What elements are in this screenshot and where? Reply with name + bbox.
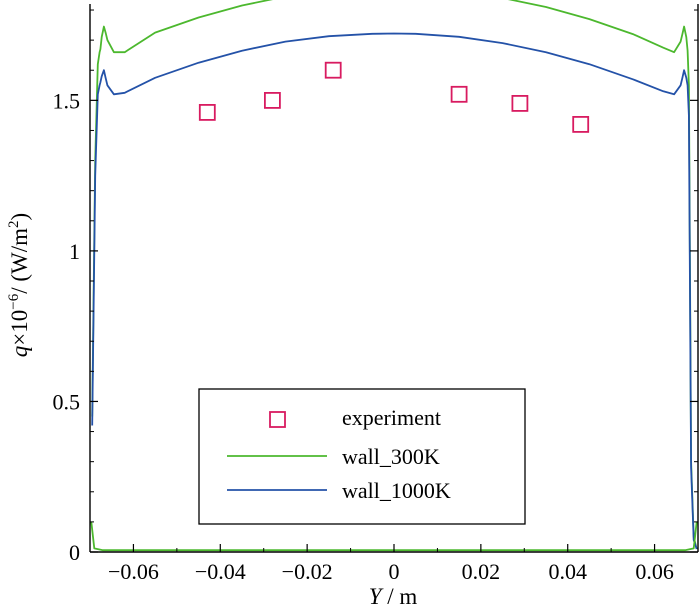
legend-square-marker: [269, 411, 286, 428]
x-axis-unit: / m: [382, 584, 418, 609]
x-tick-label: −0.06: [108, 559, 159, 584]
experiment-point: [198, 104, 216, 121]
y-tick-label: 1: [69, 239, 80, 264]
x-axis-label: Y / m: [369, 584, 418, 609]
series-line-wall-300k: [91, 0, 698, 550]
legend-item-experiment: experiment: [269, 405, 441, 430]
x-tick-label: −0.04: [195, 559, 246, 584]
y-axis-unit-exp: 2: [6, 220, 22, 228]
x-tick-label: 0: [389, 559, 400, 584]
legend-label-wall-300k: wall_300K: [342, 444, 440, 469]
experiment-point: [511, 95, 529, 112]
experiment-point: [324, 61, 342, 79]
y-axis-var: q: [7, 346, 32, 358]
x-tick-label: −0.02: [282, 559, 333, 584]
x-tick-label: 0.02: [462, 559, 501, 584]
legend: experiment wall_300K wall_1000K: [198, 388, 526, 525]
experiment-point: [572, 116, 590, 133]
legend-item-wall-1000k: wall_1000K: [227, 478, 451, 503]
y-axis-unit-open: / (W/m: [7, 228, 32, 294]
y-axis-unit-close: ): [7, 213, 32, 221]
x-tick-label: 0.04: [548, 559, 587, 584]
experiment-point: [450, 85, 468, 103]
y-tick-label: 0.5: [53, 390, 81, 415]
y-axis-label: q×10−6/ (W/m2): [6, 213, 32, 357]
legend-label-wall-1000k: wall_1000K: [342, 478, 451, 503]
y-axis-exp: −6: [6, 293, 22, 309]
axis-ticks: −0.06 −0.04 −0.02 0 0.02 0.04 0.06 0 0.5 1 1.5: [53, 9, 699, 584]
legend-item-wall-300k: wall_300K: [227, 444, 440, 469]
experiment-point: [263, 92, 281, 109]
series-line-wall-1000k: [91, 32, 698, 550]
y-tick-label: 1.5: [53, 88, 81, 113]
y-axis-mid: ×10: [7, 310, 32, 346]
x-axis-var: Y: [369, 584, 384, 609]
legend-label-experiment: experiment: [342, 405, 441, 430]
y-tick-label: 0: [69, 540, 80, 565]
x-tick-label: 0.06: [635, 559, 674, 584]
